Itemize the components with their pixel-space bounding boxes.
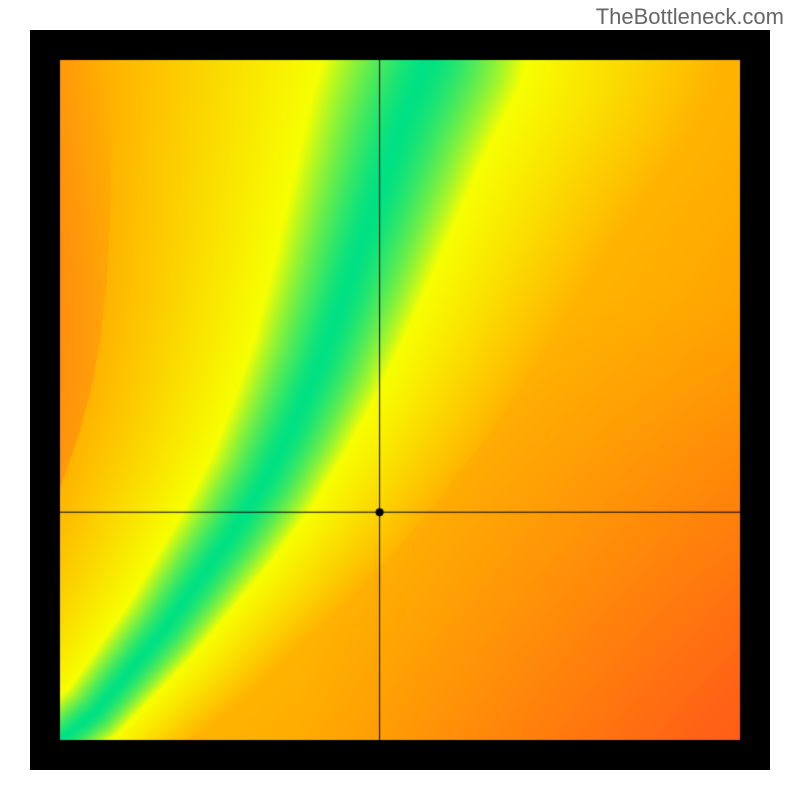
watermark-text: TheBottleneck.com — [596, 4, 784, 30]
heatmap-canvas — [30, 30, 770, 770]
chart-frame — [30, 30, 770, 770]
chart-container: TheBottleneck.com — [0, 0, 800, 800]
